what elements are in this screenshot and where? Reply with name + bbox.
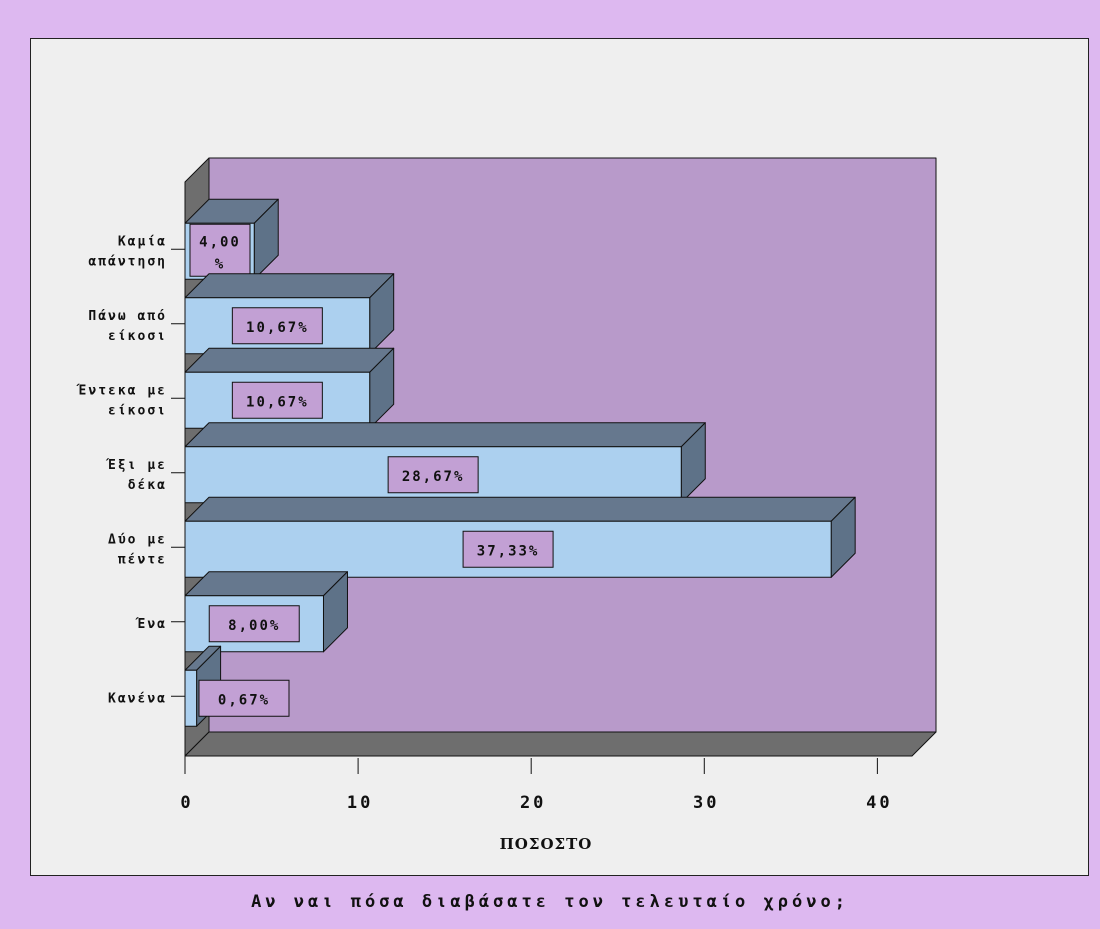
bar-chart: Καμία απάντηση 4,00 % Πάνω από είκοσι 10,67% Έν…: [76, 157, 937, 853]
data-label-box-4: [462, 530, 554, 568]
x-tick-label-2: 20: [520, 793, 546, 813]
chart-panel: Καμία απάντηση 4,00% Πάνω από είκοσι 10,67% Έν…: [30, 38, 1089, 876]
chart-caption: Αν ναι πόσα διαβάσατε τον τελευταίο χρόν…: [251, 892, 849, 912]
category-label-6: Κανένα: [108, 691, 167, 706]
data-label-1: 10,67%: [246, 320, 309, 336]
data-label-box-3: [387, 456, 479, 494]
x-axis-title: ΠΟΣΟΣΤΟ: [500, 835, 593, 853]
x-tick-label-0: 0: [180, 793, 193, 813]
category-label-5: Ένα: [135, 617, 167, 632]
floor: [184, 731, 937, 757]
x-tick-label-4: 40: [866, 793, 892, 813]
x-tick-label-3: 30: [693, 793, 719, 813]
data-label-box-2: [231, 381, 323, 419]
data-label-3: 28,67%: [402, 469, 465, 485]
bar-6: [184, 669, 198, 727]
category-label-3: Έξι με δέκα: [105, 458, 167, 493]
bar-top-2: [184, 347, 395, 373]
data-label-5: 8,00%: [228, 618, 280, 634]
data-label-2: 10,67%: [246, 394, 309, 410]
bar-top-5: [184, 571, 348, 597]
data-label-4: 37,33%: [477, 543, 540, 559]
x-tick-label-1: 10: [347, 793, 373, 813]
data-label-box-1: [231, 307, 323, 345]
bar-top-1: [184, 273, 395, 299]
data-label-0: 4,00%: [199, 234, 241, 272]
data-label-box-5: [208, 605, 300, 643]
bar-top-3: [184, 422, 706, 448]
category-label-4: Δύο με πέντε: [108, 532, 167, 567]
data-label-6: 0,67%: [218, 692, 270, 708]
bar-top-4: [184, 496, 856, 522]
category-label-1: Πάνω από είκοσι: [88, 309, 167, 344]
category-label-0: Καμία απάντηση: [88, 234, 167, 269]
category-label-2: Έντεκα με είκοσι: [76, 383, 167, 418]
data-label-box-6: [198, 679, 290, 717]
